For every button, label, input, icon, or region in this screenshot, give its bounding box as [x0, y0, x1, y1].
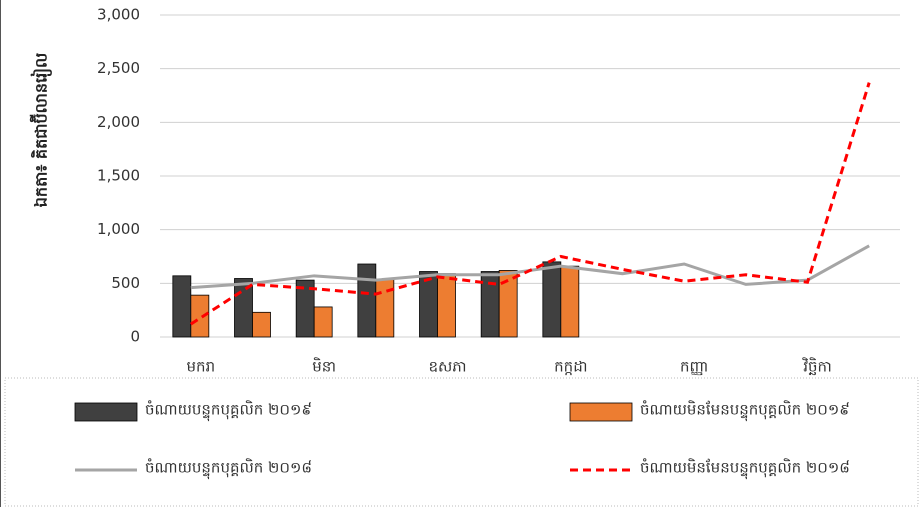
legend-box — [4, 377, 919, 507]
y-tick-label: 0 — [130, 328, 140, 346]
x-tick-label: វិច្ឆិកា — [802, 357, 832, 376]
y-axis-label: ឯកតា៖ គិតជាប៊ីលានរៀល — [30, 53, 53, 207]
bar — [560, 265, 580, 338]
y-tick-label: 1,000 — [97, 220, 140, 238]
bar — [419, 271, 438, 338]
bar — [313, 306, 333, 338]
bar — [480, 271, 500, 338]
x-tick-label: មករា — [187, 358, 216, 376]
y-tick-label: 1,500 — [97, 167, 140, 185]
y-tick-label: 500 — [111, 274, 140, 292]
bar — [437, 273, 456, 338]
y-tick-label: 2,500 — [97, 59, 140, 77]
x-tick-label: កញ្ញា — [680, 358, 708, 376]
bar — [375, 278, 395, 338]
bar — [357, 263, 377, 338]
legend-label: ចំណាយបន្ទុកបុគ្គលិក ២០១៨ — [145, 458, 312, 480]
x-tick-label: មិនា — [312, 357, 336, 376]
legend-label: ចំណាយមិនមែនបន្ទុកបុគ្គលិក ២០១៨ — [640, 458, 850, 480]
y-tick-label: 3,000 — [97, 6, 140, 24]
bar — [542, 261, 562, 338]
legend-label: ចំណាយបន្ទុកបុគ្គលិក ២០១៩ — [145, 400, 312, 422]
legend-swatch — [74, 402, 138, 422]
bar — [190, 294, 210, 338]
bar — [172, 275, 192, 338]
bar — [498, 270, 518, 338]
x-tick-label: កក្កដា — [554, 358, 587, 376]
line-series — [190, 82, 871, 326]
legend-label: ចំណាយមិនមែនបន្ទុកបុគ្គលិក ២០១៩ — [640, 400, 850, 422]
y-tick-label: 2,000 — [97, 113, 140, 131]
bar — [252, 311, 271, 338]
legend-swatch — [569, 402, 633, 422]
x-tick-label: ឧសភា — [428, 358, 466, 376]
